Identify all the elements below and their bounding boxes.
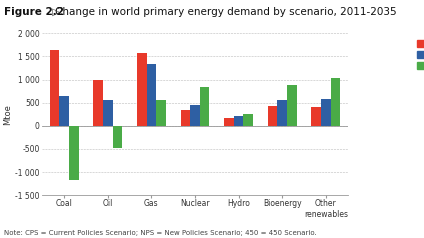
Bar: [321, 99, 331, 126]
Bar: [156, 100, 166, 126]
Bar: [137, 53, 147, 126]
Bar: [331, 78, 340, 126]
Bar: [243, 114, 253, 126]
Bar: [50, 50, 59, 126]
Bar: [190, 105, 200, 126]
Bar: [93, 80, 103, 126]
Bar: [103, 100, 113, 126]
Bar: [234, 116, 243, 126]
Bar: [277, 100, 287, 126]
Bar: [200, 87, 209, 126]
Bar: [59, 96, 69, 126]
Bar: [113, 126, 122, 148]
Bar: [312, 107, 321, 126]
Y-axis label: Mtoe: Mtoe: [3, 104, 12, 125]
Text: ▷: ▷: [49, 7, 60, 17]
Bar: [181, 110, 190, 126]
Bar: [268, 106, 277, 126]
Text: Figure 2.2: Figure 2.2: [4, 7, 64, 17]
Bar: [287, 85, 297, 126]
Text: Note: CPS = Current Policies Scenario; NPS = New Policies Scenario; 450 = 450 Sc: Note: CPS = Current Policies Scenario; N…: [4, 230, 317, 236]
Text: Change in world primary energy demand by scenario, 2011-2035: Change in world primary energy demand by…: [55, 7, 397, 17]
Bar: [224, 118, 234, 126]
Legend: CPS, NPS, 450: CPS, NPS, 450: [415, 38, 424, 72]
Bar: [69, 126, 78, 180]
Bar: [147, 64, 156, 126]
